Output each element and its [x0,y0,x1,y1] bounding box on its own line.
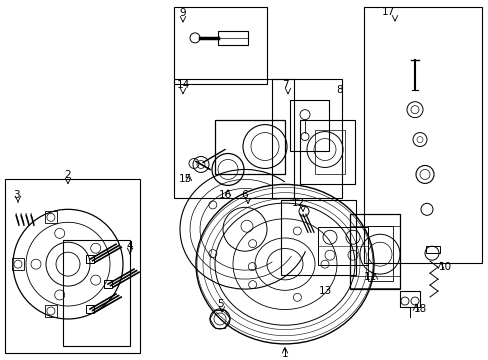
Text: 1: 1 [281,349,288,359]
Bar [425,246,439,253]
Text: 14: 14 [176,80,189,90]
Text: 2: 2 [64,170,71,180]
Text: 5: 5 [217,299,224,309]
Bar [45,305,57,317]
Text: 12: 12 [291,198,304,208]
Text: 16: 16 [218,190,231,201]
Text: 15: 15 [178,175,191,184]
Bar [12,258,24,270]
Bar [86,305,94,313]
Bar [215,120,285,175]
Bar [399,291,419,307]
Bar [363,7,481,263]
Bar [63,240,130,346]
Bar [45,211,57,223]
Text: 6: 6 [241,190,248,201]
Bar [317,227,367,265]
Text: 13: 13 [318,286,331,296]
Text: 4: 4 [126,241,133,251]
Bar [349,214,399,226]
Bar [314,130,345,175]
Bar [104,280,112,288]
Text: 10: 10 [438,262,450,272]
Bar [5,179,140,353]
Bar [349,214,399,289]
Bar [174,7,266,84]
Text: 3: 3 [13,190,19,201]
Bar [289,100,328,150]
Bar [349,276,399,288]
Bar [281,201,355,275]
Text: 7: 7 [281,80,288,90]
Text: 18: 18 [412,304,426,314]
Bar [367,226,392,281]
Bar [174,79,293,198]
Bar [86,255,94,263]
Text: 11: 11 [363,272,376,282]
Bar [218,31,247,45]
Bar [271,79,341,198]
Text: 17: 17 [381,7,394,17]
Text: 9: 9 [179,8,186,18]
Bar [299,120,354,184]
Text: 8: 8 [336,85,343,95]
